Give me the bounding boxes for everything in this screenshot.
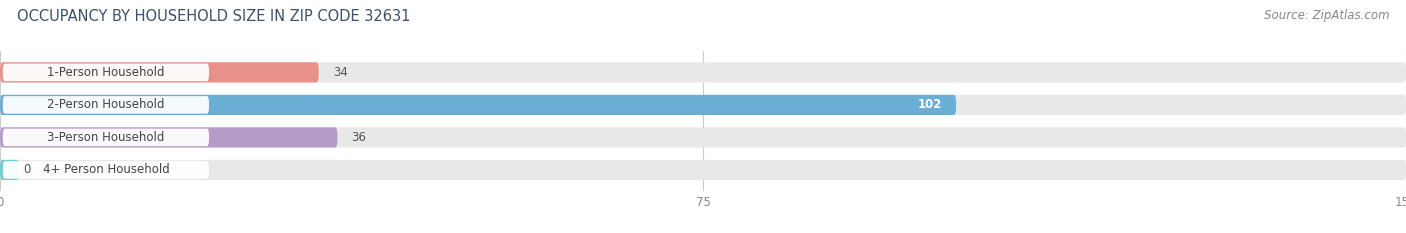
FancyBboxPatch shape	[3, 129, 209, 146]
FancyBboxPatch shape	[0, 127, 337, 147]
FancyBboxPatch shape	[0, 62, 1406, 82]
Text: 2-Person Household: 2-Person Household	[48, 98, 165, 111]
Text: 34: 34	[333, 66, 347, 79]
FancyBboxPatch shape	[3, 64, 209, 81]
FancyBboxPatch shape	[0, 160, 18, 180]
FancyBboxPatch shape	[0, 95, 1406, 115]
Text: 102: 102	[918, 98, 942, 111]
FancyBboxPatch shape	[0, 127, 1406, 147]
FancyBboxPatch shape	[0, 95, 956, 115]
Text: 3-Person Household: 3-Person Household	[48, 131, 165, 144]
Text: 1-Person Household: 1-Person Household	[48, 66, 165, 79]
Text: 36: 36	[352, 131, 367, 144]
Text: OCCUPANCY BY HOUSEHOLD SIZE IN ZIP CODE 32631: OCCUPANCY BY HOUSEHOLD SIZE IN ZIP CODE …	[17, 9, 411, 24]
Text: 0: 0	[24, 163, 31, 176]
Text: Source: ZipAtlas.com: Source: ZipAtlas.com	[1264, 9, 1389, 22]
Text: 4+ Person Household: 4+ Person Household	[42, 163, 169, 176]
FancyBboxPatch shape	[3, 96, 209, 114]
FancyBboxPatch shape	[3, 161, 209, 179]
FancyBboxPatch shape	[0, 160, 1406, 180]
FancyBboxPatch shape	[0, 62, 319, 82]
